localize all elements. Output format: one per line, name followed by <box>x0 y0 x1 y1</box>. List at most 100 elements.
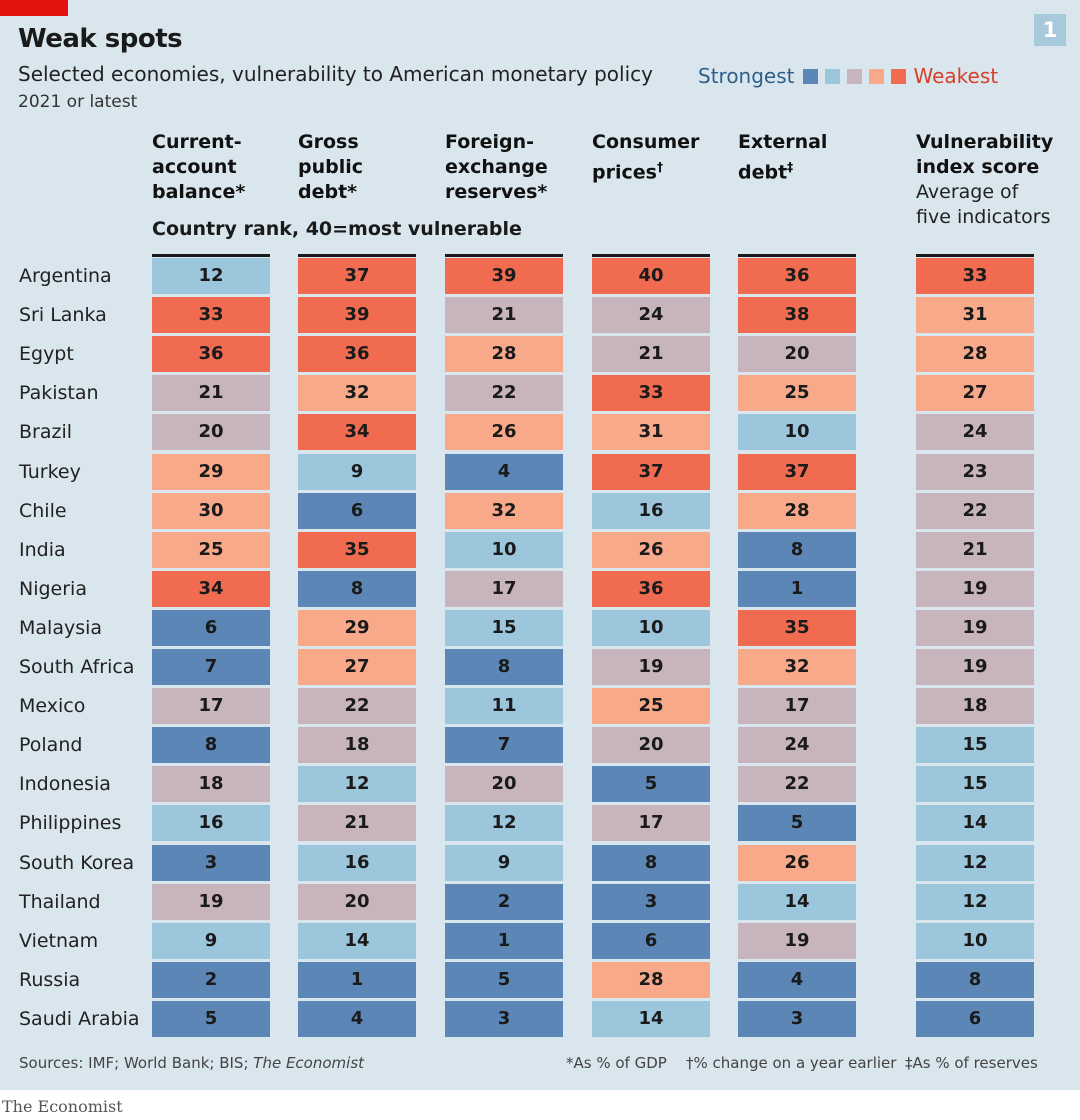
heatmap-cell: 8 <box>445 649 563 685</box>
heatmap-cell: 20 <box>592 727 710 764</box>
legend-swatch-4 <box>868 68 884 84</box>
heatmap-cell: 22 <box>738 766 856 803</box>
heatmap-cell: 16 <box>298 844 416 881</box>
heatmap-cell: 5 <box>738 805 856 842</box>
heatmap-cell: 8 <box>738 531 856 568</box>
heatmap-cell: 25 <box>592 688 710 725</box>
heatmap-cell: 16 <box>592 492 710 529</box>
legend: Strongest Weakest <box>698 64 998 88</box>
heatmap-cell: 40 <box>592 258 710 294</box>
heatmap-cell: 35 <box>738 609 856 646</box>
row-label-country: India <box>19 538 66 561</box>
column-rule <box>916 254 1034 257</box>
heatmap-cell: 28 <box>738 492 856 529</box>
heatmap-cell: 5 <box>445 961 563 998</box>
heatmap-cell: 9 <box>445 844 563 881</box>
column-rule <box>298 254 416 257</box>
heatmap-cell: 2 <box>445 883 563 920</box>
value-note: Country rank, 40=most vulnerable <box>152 218 522 240</box>
column-header: External debt‡ <box>738 131 828 184</box>
heatmap-cell: 38 <box>738 297 856 334</box>
heatmap-cell: 20 <box>738 336 856 373</box>
heatmap-cell: 7 <box>152 649 270 685</box>
legend-swatch-1 <box>802 68 818 84</box>
heatmap-cell: 5 <box>152 1000 270 1037</box>
heatmap-cell: 37 <box>298 258 416 294</box>
column-rule <box>152 254 270 257</box>
heatmap-cell: 33 <box>916 258 1034 294</box>
row-label-country: Chile <box>19 499 67 522</box>
heatmap-cell: 5 <box>592 766 710 803</box>
heatmap-cell: 8 <box>592 844 710 881</box>
heatmap-cell: 26 <box>738 844 856 881</box>
heatmap-cell: 3 <box>592 883 710 920</box>
heatmap-cell: 29 <box>152 453 270 490</box>
heatmap-cell: 1 <box>445 922 563 959</box>
footnote-gdp: *As % of GDP <box>566 1054 667 1072</box>
heatmap-cell: 8 <box>916 961 1034 998</box>
heatmap-cell: 15 <box>916 766 1034 803</box>
heatmap-cell: 9 <box>298 453 416 490</box>
row-label-country: Indonesia <box>19 773 111 796</box>
heatmap-cell: 19 <box>916 570 1034 607</box>
heatmap-cell: 19 <box>738 922 856 959</box>
heatmap-cell: 3 <box>152 844 270 881</box>
sources-text: Sources: IMF; World Bank; BIS; <box>19 1054 254 1072</box>
chart-title: Weak spots <box>18 24 183 54</box>
heatmap-cell: 31 <box>592 414 710 451</box>
brand-wordmark: The Economist <box>2 1097 123 1116</box>
column-rule <box>592 254 710 257</box>
heatmap-cell: 33 <box>152 297 270 334</box>
heatmap-cell: 32 <box>738 649 856 685</box>
column-rule <box>738 254 856 257</box>
heatmap-cell: 35 <box>298 531 416 568</box>
chart-period: 2021 or latest <box>18 92 138 112</box>
brand-red-bar <box>0 0 68 16</box>
heatmap-cell: 6 <box>298 492 416 529</box>
heatmap-cell: 30 <box>152 492 270 529</box>
heatmap-cell: 16 <box>152 805 270 842</box>
heatmap-cell: 12 <box>916 883 1034 920</box>
heatmap-cell: 25 <box>738 375 856 412</box>
sources: Sources: IMF; World Bank; BIS; The Econo… <box>19 1054 364 1072</box>
heatmap-cell: 4 <box>445 453 563 490</box>
heatmap-cell: 4 <box>298 1000 416 1037</box>
heatmap-cell: 21 <box>298 805 416 842</box>
legend-high-label: Weakest <box>913 64 999 88</box>
heatmap-cell: 31 <box>916 297 1034 334</box>
chart-subtitle: Selected economies, vulnerability to Ame… <box>18 62 653 86</box>
legend-swatch-3 <box>846 68 862 84</box>
heatmap-cell: 23 <box>916 453 1034 490</box>
heatmap-cell: 26 <box>445 414 563 451</box>
heatmap-cell: 34 <box>298 414 416 451</box>
heatmap-cell: 1 <box>738 570 856 607</box>
heatmap-cell: 18 <box>916 688 1034 725</box>
heatmap-cell: 14 <box>592 1000 710 1037</box>
row-label-country: Nigeria <box>19 577 87 600</box>
row-label-country: Russia <box>19 968 81 991</box>
heatmap-cell: 36 <box>152 336 270 373</box>
heatmap-cell: 22 <box>916 492 1034 529</box>
heatmap-cell: 6 <box>592 922 710 959</box>
footnote-prices: †% change on a year earlier <box>686 1054 897 1072</box>
heatmap-cell: 2 <box>152 961 270 998</box>
heatmap-cell: 18 <box>152 766 270 803</box>
heatmap-cell: 20 <box>445 766 563 803</box>
heatmap-cell: 14 <box>738 883 856 920</box>
heatmap-cell: 17 <box>445 570 563 607</box>
column-header: Gross public debt* <box>298 131 364 203</box>
heatmap-cell: 12 <box>916 844 1034 881</box>
heatmap-cell: 6 <box>152 609 270 646</box>
heatmap-cell: 27 <box>916 375 1034 412</box>
legend-swatch-2 <box>824 68 840 84</box>
heatmap-cell: 36 <box>738 258 856 294</box>
column-header: Consumer prices† <box>592 131 700 184</box>
heatmap-cell: 20 <box>298 883 416 920</box>
heatmap-cell: 39 <box>445 258 563 294</box>
heatmap-cell: 19 <box>592 649 710 685</box>
heatmap-cell: 36 <box>298 336 416 373</box>
heatmap-cell: 29 <box>298 609 416 646</box>
heatmap-cell: 32 <box>298 375 416 412</box>
heatmap-cell: 21 <box>152 375 270 412</box>
heatmap-cell: 21 <box>592 336 710 373</box>
